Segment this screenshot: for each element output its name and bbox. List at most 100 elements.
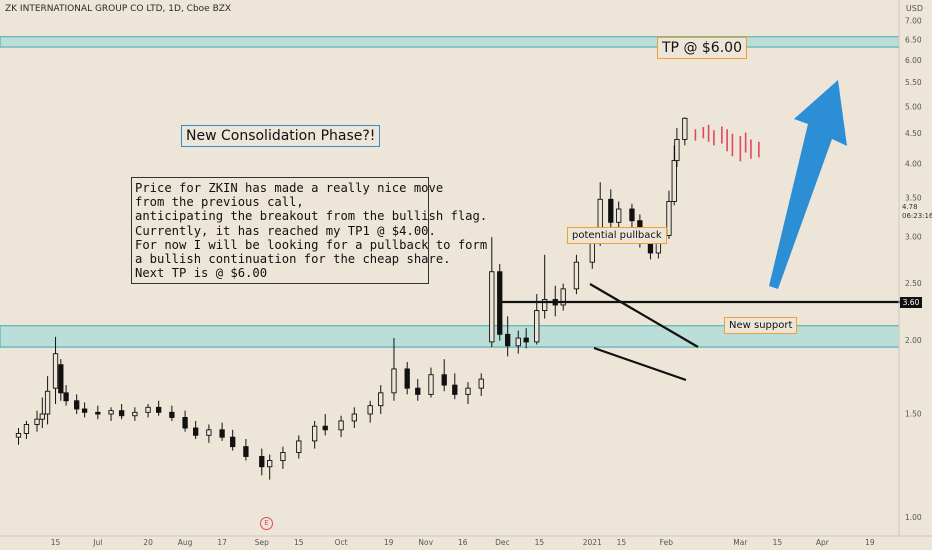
current-price-readout: 4.78 06:23:16 [902,203,932,221]
candle [367,400,373,423]
candle [145,404,151,418]
candle-body [391,368,397,394]
candle-body [132,411,138,417]
candle [267,454,273,480]
y-tick-label: 5.00 [905,102,922,111]
candle-body [312,425,318,442]
x-tick-label: Dec [495,538,510,547]
tp-label[interactable]: TP @ $6.00 [657,37,747,59]
chart-title: ZK INTERNATIONAL GROUP CO LTD, 1D, Cboe … [5,4,232,14]
candle-body [296,440,302,453]
projection-layer [694,124,760,162]
candle [415,379,421,401]
x-tick-label: 15 [51,538,61,547]
note-line: anticipating the breakout from the bulli… [135,209,488,224]
y-tick-label: 6.00 [905,56,922,65]
candle [616,201,622,231]
candle [118,404,125,420]
x-tick-label: 20 [143,538,153,547]
candle-body [542,299,548,312]
x-tick-label: Oct [335,538,348,547]
candle-body [259,456,265,468]
candle [52,336,59,405]
candles-layer [15,117,688,480]
support-price-tag: 3.60 [900,297,922,308]
candle [489,237,495,348]
candle [322,414,328,436]
x-tick-label: Aug [178,538,193,547]
candle [44,376,51,425]
flag-lower-trendline [593,346,687,382]
y-tick-label: 1.50 [905,410,922,419]
candle [58,359,64,401]
candle-body [415,387,421,395]
candle [296,435,302,459]
bar-countdown: 06:23:16 [902,212,932,220]
candle-body [441,374,447,386]
candle-body [671,160,677,202]
x-tick-label: Jul [92,538,102,547]
note-line: Currently, it has reached my TP1 @ $4.00… [135,223,436,238]
candle-body [108,410,114,415]
candle [169,405,175,421]
note-line: Price for ZKIN has made a really nice mo… [135,181,444,195]
candle [280,446,286,469]
candle [629,203,635,229]
candle [465,382,471,405]
candle [312,420,318,449]
candle-body [338,420,344,431]
candle-body [489,271,495,343]
candle-body [452,384,458,395]
candle-body [616,208,622,223]
candle-body [118,410,125,417]
drawings-layer [500,80,900,382]
consolidation-label[interactable]: New Consolidation Phase?! [181,125,381,147]
support-label[interactable]: New support [724,317,798,334]
candle-body [478,378,484,389]
x-ticks-layer: 15 Jul 20 Aug 17 Sep 15 Oct 19 Nov 16 Dec 15 2021 15 Fe… [51,538,875,547]
candle-body [608,198,614,223]
candle [515,330,521,354]
candle-body [15,433,22,438]
candle-body [219,429,225,438]
candle-body [169,411,175,418]
candle [523,328,529,349]
candle-body [58,364,64,394]
candle-body [515,337,521,347]
y-tick-label: 2.50 [905,279,922,288]
y-ticks-layer: 7.00 6.50 6.00 5.50 5.00 4.50 4.00 3.50 3.00 2.50… [905,16,922,522]
candle-body [523,337,529,343]
candle-body [230,436,236,448]
analysis-note[interactable]: Price for ZKIN has made a really nice mo… [131,177,488,285]
candle-body [39,413,45,420]
candle-body [182,417,188,429]
candle [108,407,114,421]
candle [428,367,434,398]
candle-body [367,405,373,415]
earnings-icon[interactable]: E [260,517,273,530]
y-tick-label: 7.00 [905,16,922,25]
currency-label: USD [905,4,923,13]
y-tick-label: 1.00 [905,513,922,522]
candle-body [629,208,635,222]
candle-body [23,423,30,434]
candle [573,254,580,295]
x-tick-label: 15 [535,538,545,547]
candle-body [81,408,88,413]
candle [81,402,88,418]
current-price: 4.78 [902,203,918,211]
candle-body [52,353,59,389]
candle-body [193,427,199,436]
candle-body [145,406,151,413]
candle-body [378,392,384,407]
pullback-label[interactable]: potential pullback [567,227,667,244]
candle-body [243,446,249,457]
candle [608,189,614,233]
candle [338,415,344,438]
candle-body [465,387,471,395]
x-tick-label: Feb [660,538,674,547]
x-tick-label: 15 [294,538,304,547]
candle [219,422,225,441]
x-tick-label: 15 [617,538,627,547]
